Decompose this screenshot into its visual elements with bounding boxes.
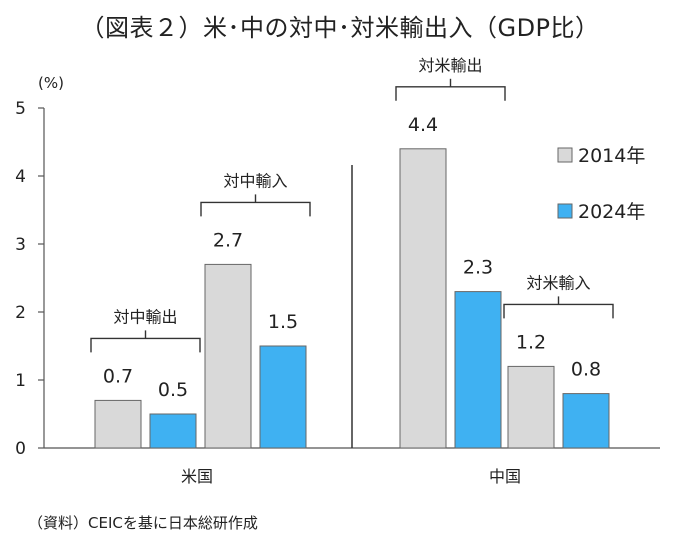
- y-tick-label: 0: [15, 439, 26, 459]
- bar-value-label: 0.8: [571, 359, 601, 381]
- chart-title: （図表２）米･中の対中･対米輸出入（GDP比）: [80, 14, 600, 42]
- y-tick-label: 4: [15, 167, 26, 187]
- bar-value-label: 4.4: [408, 114, 438, 136]
- pair-label: 対米輸出: [418, 56, 482, 75]
- pair-bracket: [503, 303, 614, 319]
- pair-label: 対米輸入: [526, 273, 590, 292]
- pair-bracket: [395, 86, 506, 101]
- bar-value-label: 1.5: [268, 311, 298, 333]
- bar-value-label: 1.2: [516, 331, 546, 353]
- bar: [562, 393, 610, 449]
- bar-value-label: 2.3: [463, 257, 493, 279]
- bar: [259, 345, 307, 449]
- bar-value-label: 0.7: [103, 365, 133, 387]
- legend-swatch: [557, 147, 573, 163]
- y-tick-label: 3: [15, 235, 26, 255]
- legend-label: 2024年: [578, 201, 645, 223]
- bar: [507, 365, 555, 449]
- y-tick-label: 5: [15, 99, 26, 119]
- bar: [454, 291, 502, 449]
- bar: [399, 148, 447, 449]
- y-tick-label: 2: [15, 303, 26, 323]
- bar-value-label: 0.5: [158, 379, 188, 401]
- bar-value-label: 2.7: [213, 229, 243, 251]
- pair-bracket: [200, 201, 311, 217]
- pair-bracket: [90, 337, 201, 353]
- category-label: 米国: [181, 467, 213, 486]
- bar: [149, 413, 197, 449]
- bar: [94, 399, 142, 449]
- category-label: 中国: [489, 467, 521, 486]
- pair-label: 対中輸入: [223, 171, 287, 190]
- y-axis-unit: (%): [38, 74, 64, 92]
- source-note: （資料）CEICを基に日本総研作成: [28, 514, 258, 532]
- bar: [204, 263, 252, 449]
- y-tick-label: 1: [15, 371, 26, 391]
- pair-label: 対中輸出: [113, 307, 177, 326]
- legend-swatch: [557, 203, 573, 219]
- legend-label: 2014年: [578, 145, 645, 167]
